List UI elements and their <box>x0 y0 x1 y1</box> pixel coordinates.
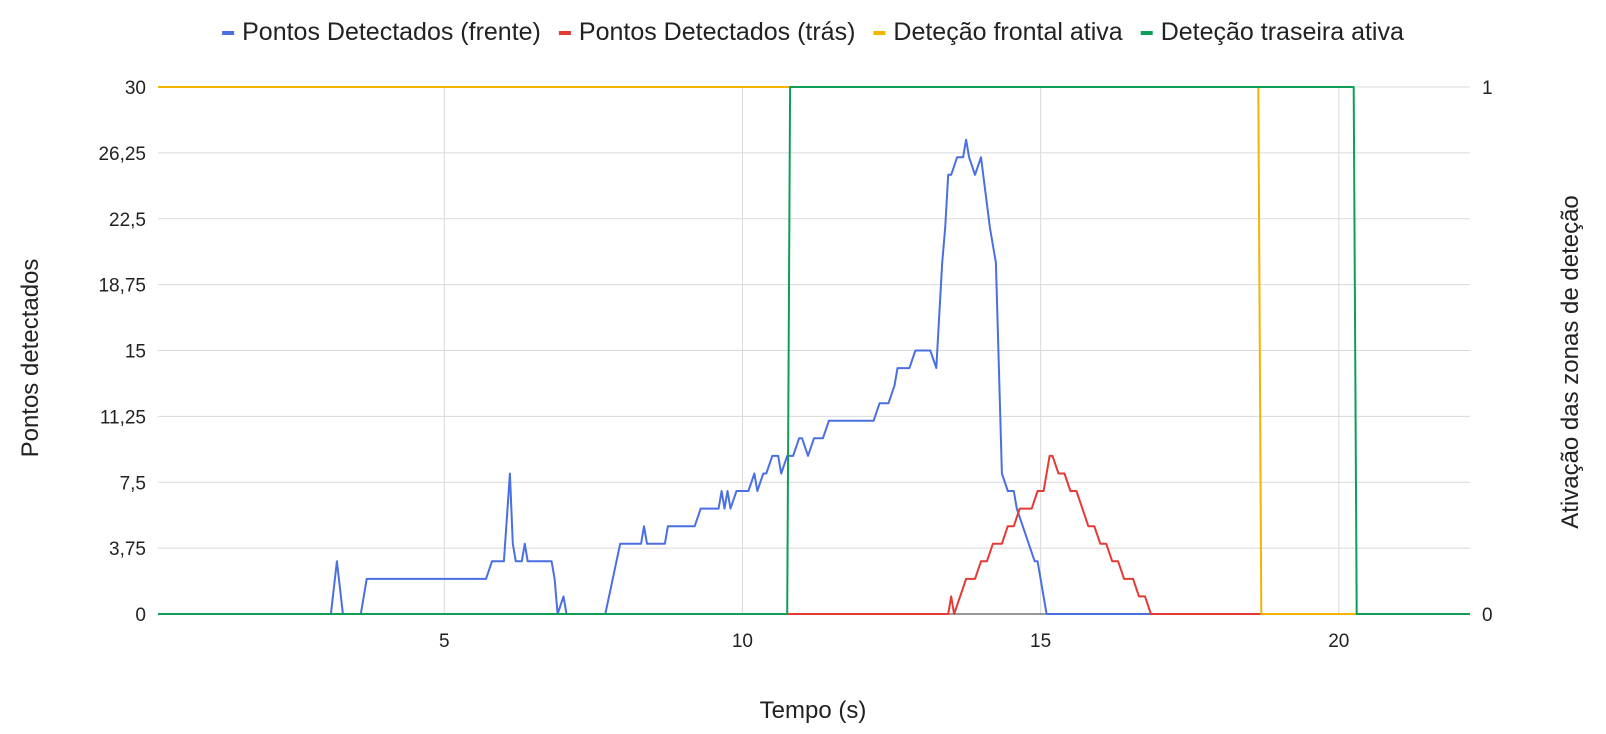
legend-item-3: Deteção frontal ativa <box>873 18 1123 46</box>
y-left-tick-label: 11,25 <box>100 407 146 428</box>
x-tick-label: 15 <box>1030 631 1051 652</box>
series-line-2 <box>766 454 1470 615</box>
y-right-tick-label: 0 <box>1482 605 1493 626</box>
legend-label: Pontos Detectados (trás) <box>579 18 856 46</box>
legend-item-2: Pontos Detectados (trás) <box>558 18 856 46</box>
y-right-tick-label: 1 <box>1482 78 1493 99</box>
y-left-tick-label: 22,5 <box>109 210 146 231</box>
y-left-tick-label: 7,5 <box>120 473 146 494</box>
x-tick-label: 20 <box>1328 631 1349 652</box>
legend-item-4: Deteção traseira ativa <box>1140 18 1404 46</box>
x-tick-label: 10 <box>732 631 753 652</box>
series-line-4 <box>158 86 1470 615</box>
y-left-tick-label: 0 <box>135 605 146 626</box>
series-lines <box>158 86 1470 615</box>
y-left-tick-label: 30 <box>125 78 146 99</box>
legend-swatch <box>558 31 571 35</box>
series-line-1 <box>158 138 1470 615</box>
y-left-tick-label: 26,25 <box>98 144 146 165</box>
legend-label: Deteção traseira ativa <box>1161 18 1404 46</box>
x-tick-label: 5 <box>439 631 450 652</box>
y-left-tick-label: 3,75 <box>109 539 146 560</box>
legend-swatch <box>222 31 235 35</box>
x-axis-title: Tempo (s) <box>760 697 867 724</box>
legend-item-1: Pontos Detectados (frente) <box>222 18 541 46</box>
legend-label: Pontos Detectados (frente) <box>242 18 541 46</box>
y-axis-right-title: Ativação das zonas de deteção <box>1557 195 1584 529</box>
legend-swatch <box>1140 31 1153 35</box>
legend: Pontos Detectados (frente) Pontos Detecta… <box>222 18 1404 46</box>
legend-swatch <box>873 31 886 35</box>
y-axis-left-title: Pontos detectados <box>17 259 44 458</box>
y-left-tick-label: 18,75 <box>98 276 146 297</box>
y-left-tick-label: 15 <box>125 342 146 363</box>
legend-label: Deteção frontal ativa <box>893 18 1122 46</box>
gridlines <box>158 86 1470 615</box>
tick-labels: 0 3,75 7,5 11,25 15 18,75 22,5 26,25 30 5 10 15 20 0 1 <box>98 78 1492 652</box>
